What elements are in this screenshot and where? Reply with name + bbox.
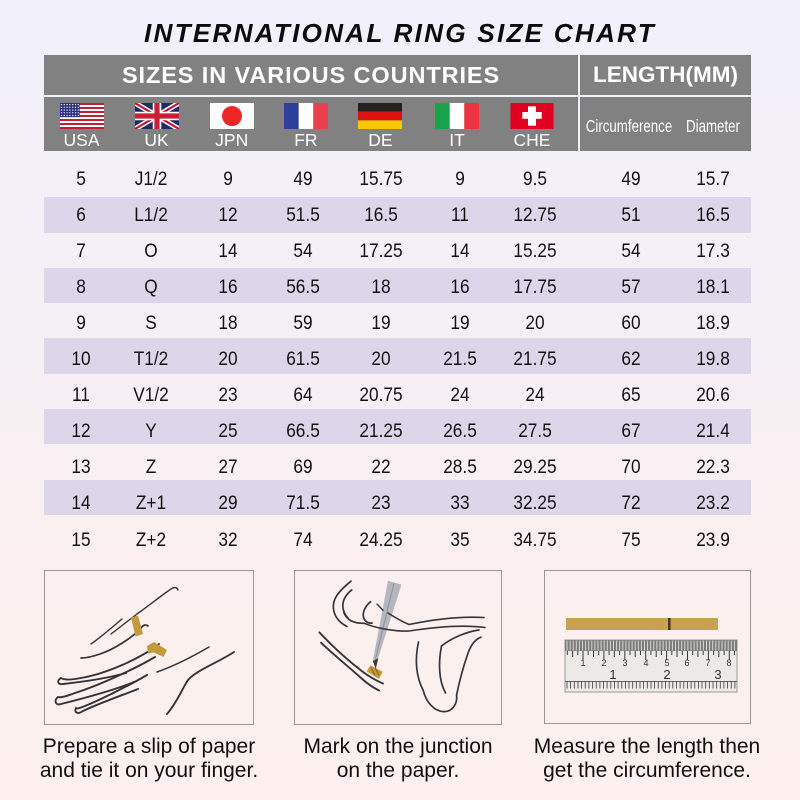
svg-text:3: 3 <box>714 667 721 682</box>
svg-text:7: 7 <box>705 658 710 668</box>
svg-text:8: 8 <box>726 658 731 668</box>
svg-text:6: 6 <box>684 658 689 668</box>
svg-text:2: 2 <box>601 658 606 668</box>
svg-text:1: 1 <box>580 658 585 668</box>
svg-text:3: 3 <box>622 658 627 668</box>
svg-text:1: 1 <box>609 667 616 682</box>
svg-text:4: 4 <box>643 658 648 668</box>
svg-text:5: 5 <box>664 658 669 668</box>
svg-text:2: 2 <box>663 667 670 682</box>
